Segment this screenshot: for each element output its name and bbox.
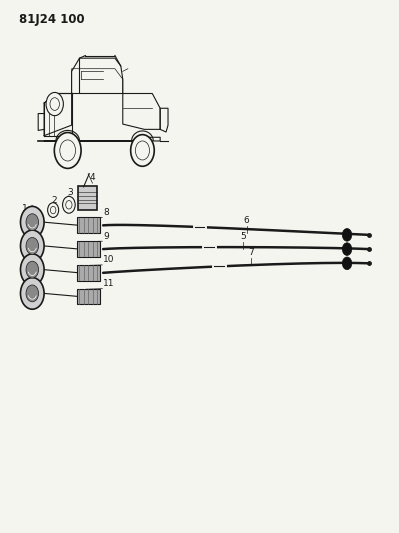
Text: 2: 2 — [51, 196, 57, 205]
FancyBboxPatch shape — [77, 265, 100, 281]
Circle shape — [47, 203, 59, 217]
Polygon shape — [44, 93, 72, 136]
Circle shape — [342, 243, 352, 255]
Text: 3: 3 — [67, 188, 73, 197]
Circle shape — [54, 133, 81, 168]
Text: 11: 11 — [103, 279, 115, 288]
Text: 8: 8 — [103, 208, 109, 217]
Circle shape — [342, 257, 352, 270]
Text: 5: 5 — [240, 232, 246, 241]
FancyBboxPatch shape — [77, 187, 97, 209]
Circle shape — [46, 92, 63, 116]
Circle shape — [20, 254, 44, 286]
Text: 81J24 100: 81J24 100 — [18, 13, 84, 26]
Circle shape — [63, 196, 75, 213]
Circle shape — [130, 135, 154, 166]
Circle shape — [20, 278, 44, 309]
Circle shape — [26, 238, 39, 254]
Circle shape — [20, 230, 44, 262]
Polygon shape — [123, 93, 160, 130]
Circle shape — [26, 261, 39, 278]
Circle shape — [20, 206, 44, 238]
Text: 7: 7 — [248, 248, 253, 257]
Circle shape — [342, 229, 352, 241]
FancyBboxPatch shape — [77, 217, 100, 233]
Polygon shape — [72, 58, 123, 93]
FancyBboxPatch shape — [77, 241, 100, 257]
Polygon shape — [44, 138, 160, 141]
Circle shape — [26, 214, 39, 231]
Text: 4: 4 — [90, 173, 95, 182]
Text: 9: 9 — [103, 232, 109, 241]
Polygon shape — [160, 108, 168, 132]
FancyBboxPatch shape — [77, 289, 100, 304]
Text: 10: 10 — [103, 255, 115, 264]
Text: 1: 1 — [22, 204, 27, 213]
Circle shape — [26, 285, 39, 302]
Text: 6: 6 — [244, 216, 250, 225]
